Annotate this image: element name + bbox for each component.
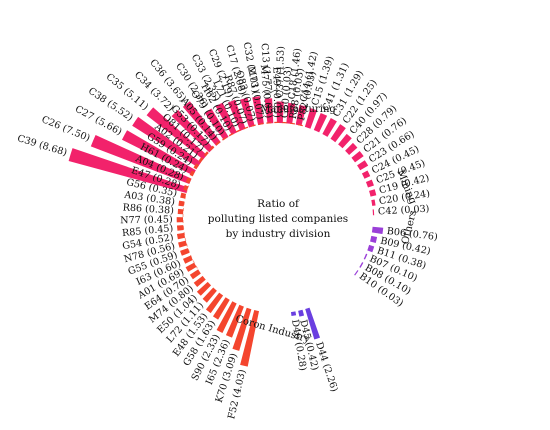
bar-e64 <box>189 269 201 280</box>
bar-m73 <box>258 122 264 125</box>
bar-c35 <box>146 107 207 160</box>
bar-c26 <box>90 134 192 185</box>
bar-c32 <box>252 96 264 126</box>
label-e49: E49 (0.03) <box>271 67 283 118</box>
bar-c31 <box>322 117 337 137</box>
label-g60: G60 (0.03) <box>280 66 295 118</box>
bar-l71 <box>235 129 241 133</box>
bar-i65 <box>225 304 244 338</box>
bar-c22 <box>330 124 346 143</box>
bar-c33 <box>215 102 237 136</box>
label-r85: R85 (0.45) <box>122 223 174 239</box>
bar-g54 <box>176 232 186 240</box>
bar-c39 <box>68 148 189 194</box>
bar-m75 <box>266 122 272 124</box>
bar-c38 <box>132 116 202 168</box>
bars-layer <box>68 96 384 367</box>
bar-a03 <box>178 200 185 207</box>
bar-p82 <box>297 123 303 127</box>
bar-b07 <box>363 253 368 260</box>
bar-f52 <box>240 309 260 367</box>
bar-c25 <box>365 179 374 188</box>
label-c37: C37 (1.53) <box>275 46 287 98</box>
bar-c29 <box>227 99 246 131</box>
bar-h61 <box>189 170 195 177</box>
bar-r87 <box>243 126 249 130</box>
bar-c21 <box>351 150 364 163</box>
bar-d45 <box>298 309 305 317</box>
bar-b06 <box>371 226 384 235</box>
center-title-line-2: polluting listed companies <box>208 213 348 225</box>
bar-d44 <box>305 307 321 340</box>
bar-a04 <box>185 177 192 184</box>
bar-i63 <box>182 255 193 264</box>
bar-r86 <box>177 208 184 215</box>
bar-b10 <box>354 270 359 276</box>
bar-o79 <box>222 136 227 141</box>
bar-a05 <box>215 140 221 146</box>
bar-c36 <box>182 101 221 146</box>
bar-c40 <box>338 133 352 149</box>
bar-m74 <box>193 275 206 287</box>
bar-g60 <box>282 121 288 124</box>
bar-a02 <box>198 157 204 163</box>
bar-a01 <box>185 262 197 272</box>
bar-b08 <box>359 262 364 268</box>
bar-d46 <box>290 311 297 317</box>
bar-c14 <box>295 105 307 126</box>
bar-c42 <box>372 209 375 216</box>
center-title-line-3: by industry division <box>226 228 331 240</box>
bar-c19 <box>369 189 377 197</box>
bar-c37 <box>276 101 284 124</box>
bar-b11 <box>367 244 375 253</box>
bar-c28 <box>345 142 358 156</box>
center-title-line-1: Ratio of <box>257 198 300 210</box>
label-c13: C13 (1.77) <box>258 43 273 95</box>
center-title: Ratio of polluting listed companies by i… <box>208 198 348 240</box>
bar-g55 <box>180 248 190 256</box>
bar-c17 <box>240 97 255 128</box>
bar-e50 <box>196 281 212 296</box>
label-c42: C42 (0.03) <box>378 204 430 218</box>
bar-r85 <box>176 225 184 231</box>
bar-g56 <box>180 192 187 199</box>
bar-k70 <box>232 307 252 351</box>
bar-g59 <box>193 163 199 170</box>
bar-c20 <box>371 199 376 206</box>
label-c39: C39 (8.68) <box>16 133 68 159</box>
bar-l72 <box>202 287 217 303</box>
bar-r88 <box>290 122 296 125</box>
bar-c24 <box>361 170 371 179</box>
bar-c30 <box>204 108 229 141</box>
inner-ring-dashes <box>182 185 198 269</box>
bar-g53 <box>209 145 215 151</box>
bar-h62 <box>228 132 234 137</box>
bar-c34 <box>171 109 214 153</box>
bar-g58 <box>212 297 230 320</box>
bar-b09 <box>370 235 378 243</box>
bar-c15 <box>304 108 318 129</box>
bar-o81 <box>203 151 209 157</box>
label-r86: R86 (0.38) <box>122 202 174 216</box>
bar-e49 <box>274 121 280 124</box>
bar-c23 <box>357 160 369 171</box>
bar-c18 <box>286 102 296 125</box>
bar-n77 <box>176 217 184 223</box>
bar-c41 <box>313 112 328 133</box>
bar-c13 <box>264 98 274 124</box>
bar-e48 <box>205 292 224 314</box>
label-m75: M75 (0.03) <box>258 64 274 119</box>
group-label-manufacturing: Manufacturing <box>260 104 336 115</box>
bar-s90 <box>216 301 237 334</box>
bar-e47 <box>183 185 189 191</box>
label-n77: N77 (0.45) <box>120 214 173 226</box>
bar-q83 <box>250 124 256 127</box>
bar-c27 <box>121 130 196 176</box>
bar-n78 <box>178 240 188 248</box>
